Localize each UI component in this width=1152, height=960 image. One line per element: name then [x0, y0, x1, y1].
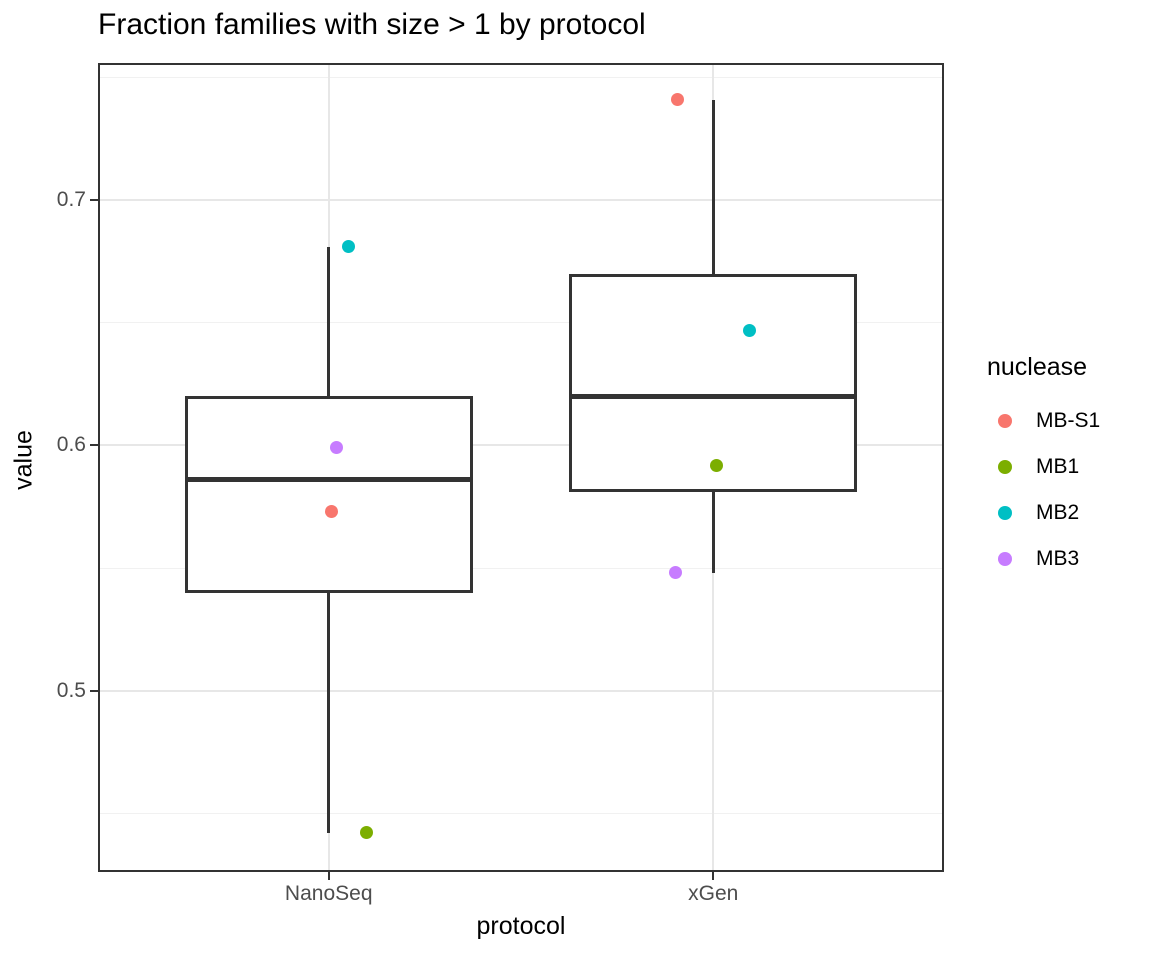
legend-item-label: MB2 [1036, 501, 1080, 524]
legend-item-label: MB-S1 [1036, 409, 1101, 432]
whisker-upper-xGen [711, 99, 715, 274]
plot-title: Fraction families with size > 1 by proto… [98, 8, 646, 41]
gridline-major [98, 444, 944, 447]
y-tick-mark [90, 199, 98, 202]
data-point-xGen-MB3 [668, 566, 682, 580]
legend-item-MB1: MB1 [987, 444, 1152, 490]
gridline-major [98, 689, 944, 692]
y-tick-mark [90, 444, 98, 447]
median-line-NanoSeq [187, 477, 470, 483]
legend-item-label: MB1 [1036, 455, 1080, 478]
plot-panel [98, 63, 944, 872]
y-tick-label: 0.5 [56, 678, 86, 702]
legend-key-dot-icon [998, 414, 1012, 428]
legend-key-dot-icon [998, 552, 1012, 566]
data-point-NanoSeq-MB3 [330, 441, 344, 455]
gridline-minor [98, 812, 944, 814]
y-tick-mark [90, 689, 98, 692]
legend-items: MB-S1 MB1 MB2 MB3 [987, 398, 1152, 582]
whisker-upper-NanoSeq [327, 246, 331, 397]
legend-title: nuclease [987, 353, 1088, 381]
gridline-minor [98, 567, 944, 569]
data-point-xGen-MB1 [709, 458, 723, 472]
legend-key-dot-icon [998, 460, 1012, 474]
data-point-xGen-MB-S1 [670, 93, 684, 107]
data-point-NanoSeq-MB2 [342, 240, 356, 254]
x-tick-label-xGen: xGen [688, 882, 739, 905]
gridline-major [98, 199, 944, 202]
boxplot-box-NanoSeq [184, 396, 473, 593]
gridline-minor [98, 77, 944, 79]
legend: nuclease MB-S1 MB1 MB2 MB3 [987, 352, 1152, 582]
legend-item-label: MB3 [1036, 547, 1080, 570]
gridline-minor [98, 322, 944, 324]
y-tick-label: 0.6 [56, 433, 86, 457]
legend-item-MB3: MB3 [987, 536, 1152, 582]
x-tick-mark [327, 872, 330, 880]
x-tick-label-NanoSeq: NanoSeq [284, 882, 373, 905]
x-tick-mark [712, 872, 715, 880]
whisker-lower-xGen [711, 492, 715, 573]
y-axis-title: value [9, 430, 38, 490]
whisker-lower-NanoSeq [327, 592, 331, 833]
data-point-NanoSeq-MB1 [360, 826, 374, 840]
data-point-xGen-MB2 [742, 323, 756, 337]
median-line-xGen [572, 393, 855, 399]
legend-item-MB2: MB2 [987, 490, 1152, 536]
boxplot-box-xGen [569, 273, 858, 492]
legend-key-dot-icon [998, 506, 1012, 520]
legend-item-MB-S1: MB-S1 [987, 398, 1152, 444]
y-tick-label: 0.7 [56, 188, 86, 212]
x-axis-title: protocol [476, 912, 566, 940]
data-point-NanoSeq-MB-S1 [325, 505, 339, 519]
